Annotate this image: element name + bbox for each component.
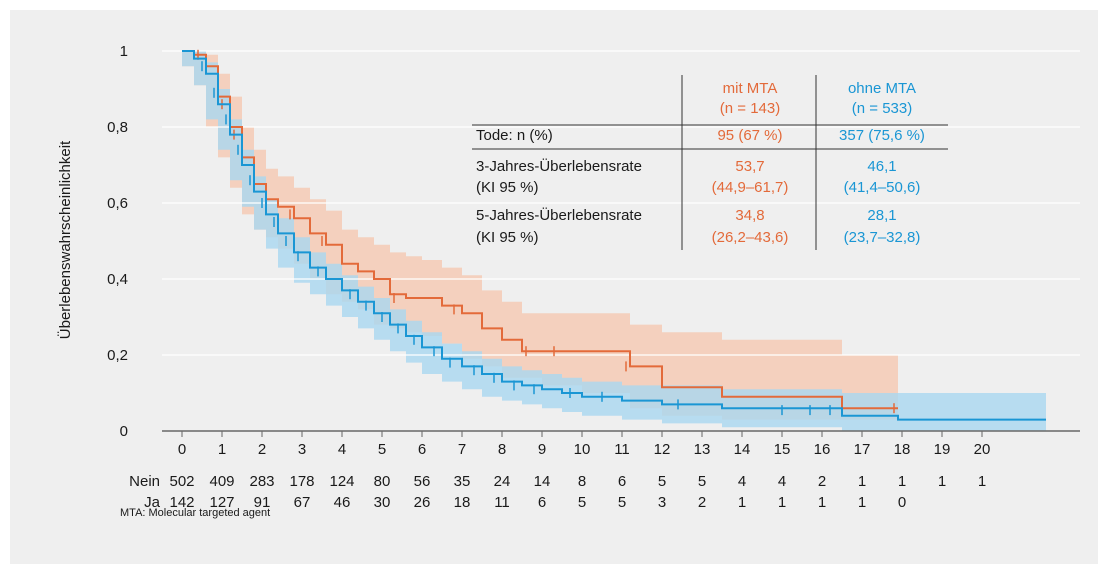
table-cell-ohne-mta: (23,7–32,8) <box>844 229 921 246</box>
risk-count: 127 <box>209 494 234 511</box>
risk-count: 5 <box>618 494 626 511</box>
figure-panel <box>10 10 1098 564</box>
table-cell-ohne-mta: (41,4–50,6) <box>844 179 921 196</box>
x-tick-label: 8 <box>498 441 506 458</box>
risk-count: 30 <box>374 494 391 511</box>
risk-count: 11 <box>494 494 510 511</box>
x-tick-label: 4 <box>338 441 346 458</box>
risk-count: 1 <box>938 473 946 490</box>
risk-count: 3 <box>658 494 666 511</box>
x-tick-label: 10 <box>574 441 591 458</box>
x-tick-label: 20 <box>974 441 991 458</box>
y-tick-label: 0,6 <box>107 195 128 212</box>
subheader-ohne-mta: (n = 533) <box>852 100 912 117</box>
table-cell-ohne-mta: 28,1 <box>867 207 896 224</box>
table-cell-mit-mta: (44,9–61,7) <box>712 179 789 196</box>
risk-count: 80 <box>374 473 391 490</box>
subheader-mit-mta: (n = 143) <box>720 100 780 117</box>
risk-count: 46 <box>334 494 351 511</box>
x-tick-label: 11 <box>614 441 630 458</box>
risk-count: 1 <box>818 494 826 511</box>
x-tick-label: 1 <box>218 441 226 458</box>
x-tick-label: 7 <box>458 441 466 458</box>
risk-count: 18 <box>454 494 471 511</box>
risk-count: 67 <box>294 494 311 511</box>
risk-count: 6 <box>618 473 626 490</box>
table-cell-mit-mta: 53,7 <box>735 158 764 175</box>
risk-count: 5 <box>658 473 666 490</box>
risk-count: 409 <box>209 473 234 490</box>
risk-count: 6 <box>538 494 546 511</box>
ci-band-ohne_mta <box>182 51 1046 431</box>
survival-curves <box>182 49 1046 421</box>
risk-count: 26 <box>414 494 431 511</box>
risk-table: Nein 502 409 283 178 124 80 56 35 24 14 8 6 5 5 4 4 2 1 1 1 1… <box>129 473 986 511</box>
table-cell-ohne-mta: 46,1 <box>867 158 896 175</box>
risk-count: 35 <box>454 473 471 490</box>
x-tick-label: 16 <box>814 441 831 458</box>
risk-count: 1 <box>738 494 746 511</box>
table-cell-mit-mta: 34,8 <box>735 207 764 224</box>
x-tick-label: 3 <box>298 441 306 458</box>
x-tick-label: 0 <box>178 441 186 458</box>
risk-count: 4 <box>738 473 746 490</box>
risk-count: 0 <box>898 494 906 511</box>
y-tick-label: 0,2 <box>107 347 128 364</box>
risk-count: 2 <box>698 494 706 511</box>
x-tick-label: 12 <box>654 441 671 458</box>
x-tick-label: 9 <box>538 441 546 458</box>
x-tick-label: 19 <box>934 441 951 458</box>
risk-count: 4 <box>778 473 786 490</box>
y-tick-label: 0,4 <box>107 271 128 288</box>
table-cell-mit-mta: 95 (67 %) <box>717 127 782 144</box>
table-row-label: Tode: n (%) <box>476 127 553 144</box>
risk-count: 1 <box>978 473 986 490</box>
risk-count: 142 <box>169 494 194 511</box>
y-tick-label: 1 <box>120 43 128 60</box>
x-tick-label: 14 <box>734 441 751 458</box>
x-tick-label: 6 <box>418 441 426 458</box>
risk-row-label: Ja <box>144 494 161 511</box>
risk-count: 14 <box>534 473 551 490</box>
risk-count: 2 <box>818 473 826 490</box>
risk-count: 1 <box>778 494 786 511</box>
curve-ohne_mta <box>182 50 1046 421</box>
x-tick-label: 15 <box>774 441 791 458</box>
y-tick-label: 0,8 <box>107 119 128 136</box>
risk-row-label: Nein <box>129 473 160 490</box>
x-tick-label: 13 <box>694 441 711 458</box>
table-row-label: 5-Jahres-Überlebensrate <box>476 206 642 224</box>
table-row-label: (KI 95 %) <box>476 229 539 246</box>
table-row-label: 3-Jahres-Überlebensrate <box>476 157 642 175</box>
table-row-label: (KI 95 %) <box>476 179 539 196</box>
table-cell-ohne-mta: 357 (75,6 %) <box>839 127 925 144</box>
risk-count: 5 <box>578 494 586 511</box>
risk-count: 1 <box>858 494 866 511</box>
y-tick-label: 0 <box>120 423 128 440</box>
footnote: MTA: Molecular targeted agent <box>120 507 270 519</box>
risk-count: 91 <box>254 494 271 511</box>
x-tick-label: 2 <box>258 441 266 458</box>
header-ohne-mta: ohne MTA <box>848 80 916 97</box>
risk-count: 5 <box>698 473 706 490</box>
risk-count: 1 <box>858 473 866 490</box>
table-cell-mit-mta: (26,2–43,6) <box>712 229 789 246</box>
risk-count: 502 <box>169 473 194 490</box>
y-axis-label: Überlebenswahrscheinlichkeit <box>56 140 74 339</box>
risk-count: 283 <box>249 473 274 490</box>
curve-mit_mta <box>182 50 898 410</box>
risk-count: 1 <box>898 473 906 490</box>
risk-count: 8 <box>578 473 586 490</box>
risk-count: 178 <box>289 473 314 490</box>
risk-count: 124 <box>329 473 354 490</box>
risk-count: 56 <box>414 473 431 490</box>
x-tick-label: 17 <box>854 441 871 458</box>
header-mit-mta: mit MTA <box>723 80 778 97</box>
risk-count: 24 <box>494 473 511 490</box>
x-tick-label: 5 <box>378 441 386 458</box>
axes: 0 1 2 3 4 5 6 7 8 9 10 11 12 13 14 15 16 17 18 19 2000,20,40… <box>107 43 1080 458</box>
x-tick-label: 18 <box>894 441 911 458</box>
stats-table: mit MTA ohne MTA (n = 143) (n = 533) Tode: n… <box>472 75 948 250</box>
